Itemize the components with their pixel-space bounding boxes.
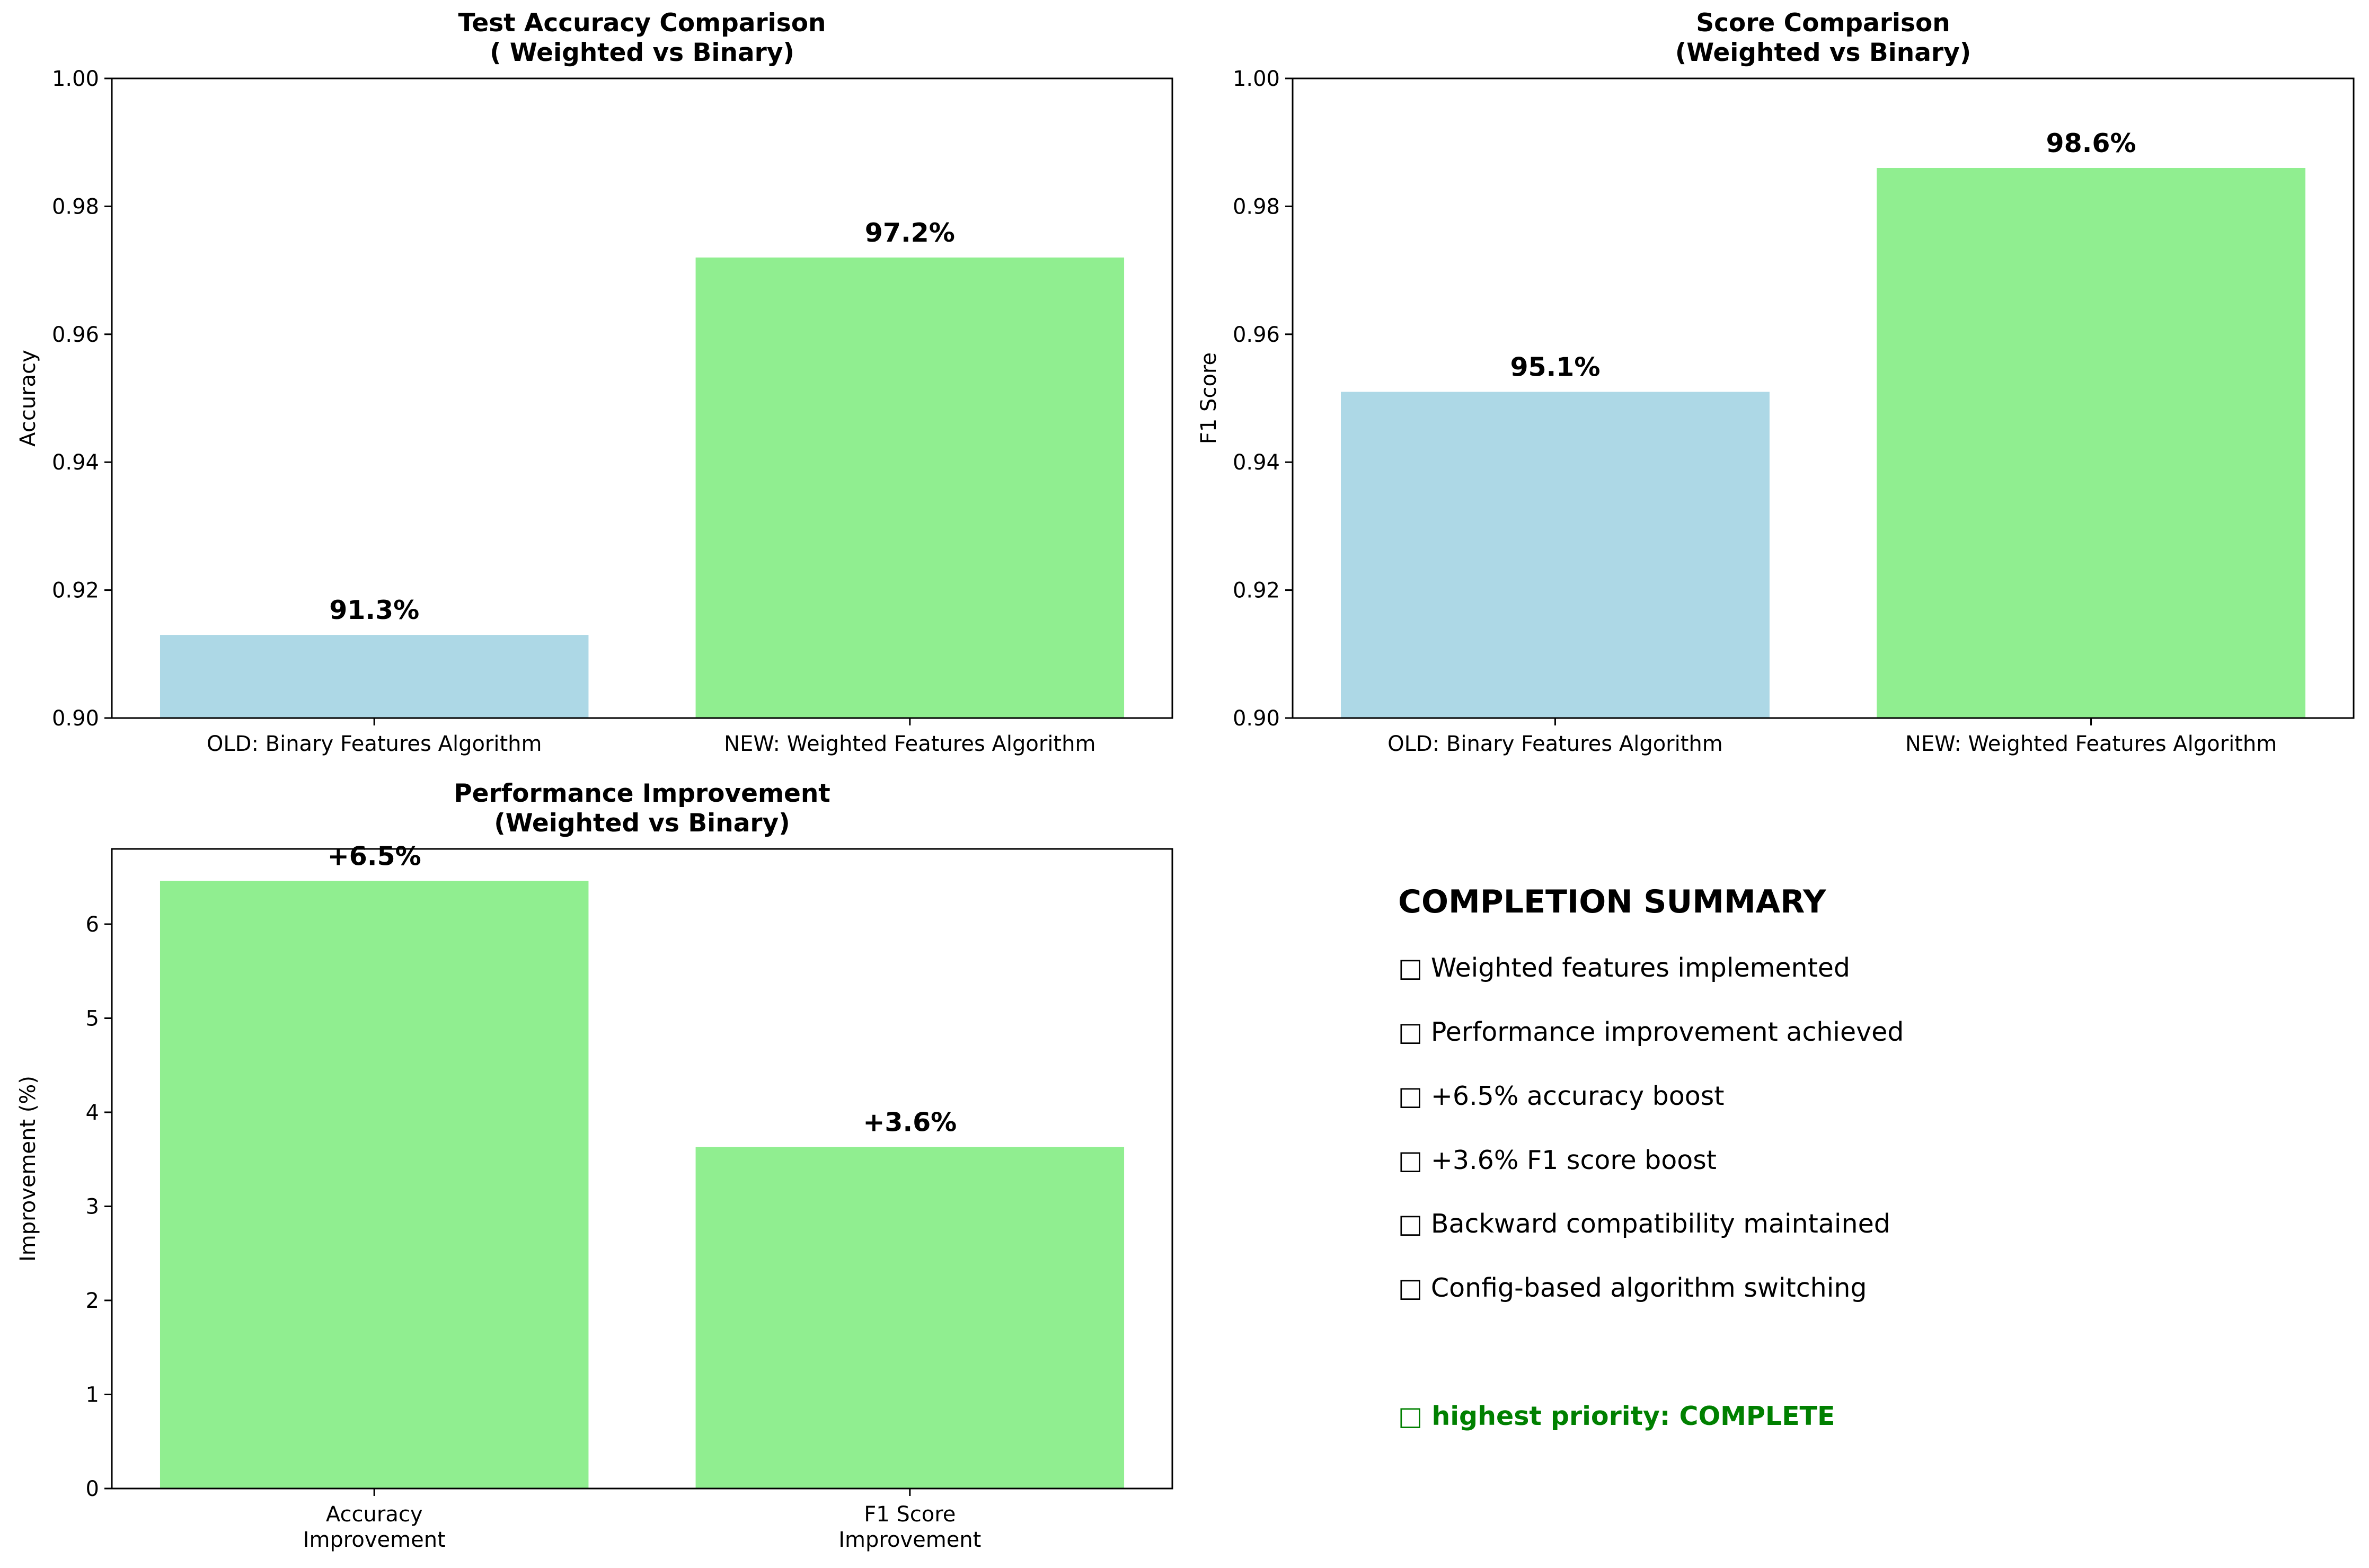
- data-label: 98.6%: [2046, 128, 2136, 158]
- y-tick-label: 1.00: [1233, 67, 1280, 91]
- accuracy-chart: Test Accuracy Comparison( Weighted vs Bi…: [16, 8, 1173, 756]
- summary-status: □ highest priority: COMPLETE: [1398, 1401, 1835, 1431]
- y-tick-label: 3: [86, 1195, 99, 1219]
- summary-item: □ Config-based algorithm switching: [1398, 1273, 1867, 1303]
- y-tick-label: 0: [86, 1477, 99, 1501]
- y-tick-label: 5: [86, 1007, 99, 1031]
- summary-item: □ +3.6% F1 score boost: [1398, 1145, 1717, 1175]
- y-tick-label: 0.90: [52, 706, 99, 731]
- x-tick-label: F1 Score: [864, 1502, 956, 1527]
- chart-title: Score Comparison: [1696, 8, 1950, 38]
- chart-title: ( Weighted vs Binary): [490, 38, 794, 67]
- y-tick-label: 6: [86, 913, 99, 937]
- completion-summary-panel: COMPLETION SUMMARY □ Weighted features i…: [1398, 883, 1904, 1431]
- data-label: +6.5%: [328, 841, 421, 871]
- bar: [160, 881, 589, 1489]
- improvement-chart: Performance Improvement(Weighted vs Bina…: [16, 779, 1173, 1552]
- plots: Test Accuracy Comparison( Weighted vs Bi…: [16, 8, 2355, 1552]
- summary-item: □ Performance improvement achieved: [1398, 1017, 1904, 1047]
- bar: [1877, 167, 2305, 719]
- data-label: 91.3%: [329, 595, 419, 625]
- chart-title: Test Accuracy Comparison: [458, 8, 826, 38]
- summary-item: □ Weighted features implemented: [1398, 953, 1850, 983]
- axes-frame: [1292, 77, 2355, 719]
- data-label: 95.1%: [1510, 352, 1600, 382]
- summary-item: □ Backward compatibility maintained: [1398, 1209, 1890, 1239]
- x-tick-label: NEW: Weighted Features Algorithm: [1905, 732, 2277, 756]
- y-tick-label: 0.96: [52, 323, 99, 347]
- data-label: +3.6%: [863, 1108, 957, 1138]
- x-tick-label: OLD: Binary Features Algorithm: [1387, 732, 1723, 756]
- y-tick-label: 0.94: [52, 450, 99, 475]
- y-axis-label: Improvement (%): [16, 1076, 40, 1262]
- data-label: 97.2%: [865, 218, 955, 248]
- axes-frame: [111, 848, 1173, 1490]
- x-tick-label: Improvement: [303, 1528, 446, 1552]
- y-tick-label: 0.94: [1233, 450, 1280, 475]
- x-tick-label: NEW: Weighted Features Algorithm: [724, 732, 1095, 756]
- bar: [1341, 392, 1770, 718]
- axes-frame: [111, 77, 1173, 719]
- chart-title: Performance Improvement: [454, 779, 830, 808]
- f1-score-chart: Score Comparison(Weighted vs Binary) 95.1…: [1197, 8, 2355, 756]
- x-tick-label: Improvement: [838, 1528, 981, 1552]
- y-tick-label: 4: [86, 1101, 99, 1125]
- chart-title: (Weighted vs Binary): [494, 809, 790, 838]
- chart-title: (Weighted vs Binary): [1675, 38, 1971, 67]
- bar: [695, 1147, 1125, 1489]
- summary-item: □ +6.5% accuracy boost: [1398, 1081, 1724, 1111]
- x-tick-label: OLD: Binary Features Algorithm: [207, 732, 542, 756]
- y-tick-label: 0.96: [1233, 323, 1280, 347]
- summary-title: COMPLETION SUMMARY: [1398, 883, 1827, 920]
- y-tick-label: 1: [86, 1383, 99, 1407]
- y-tick-label: 0.98: [1233, 194, 1280, 219]
- y-axis-label: Accuracy: [16, 350, 40, 447]
- y-tick-label: 0.98: [52, 194, 99, 219]
- bar: [695, 257, 1125, 719]
- y-tick-label: 1.00: [52, 67, 99, 91]
- y-tick-label: 0.92: [1233, 579, 1280, 603]
- bar: [160, 635, 589, 718]
- y-tick-label: 0.92: [52, 579, 99, 603]
- y-tick-label: 0.90: [1233, 706, 1280, 731]
- x-tick-label: Accuracy: [326, 1502, 423, 1527]
- y-tick-label: 2: [86, 1289, 99, 1313]
- y-axis-label: F1 Score: [1197, 352, 1221, 444]
